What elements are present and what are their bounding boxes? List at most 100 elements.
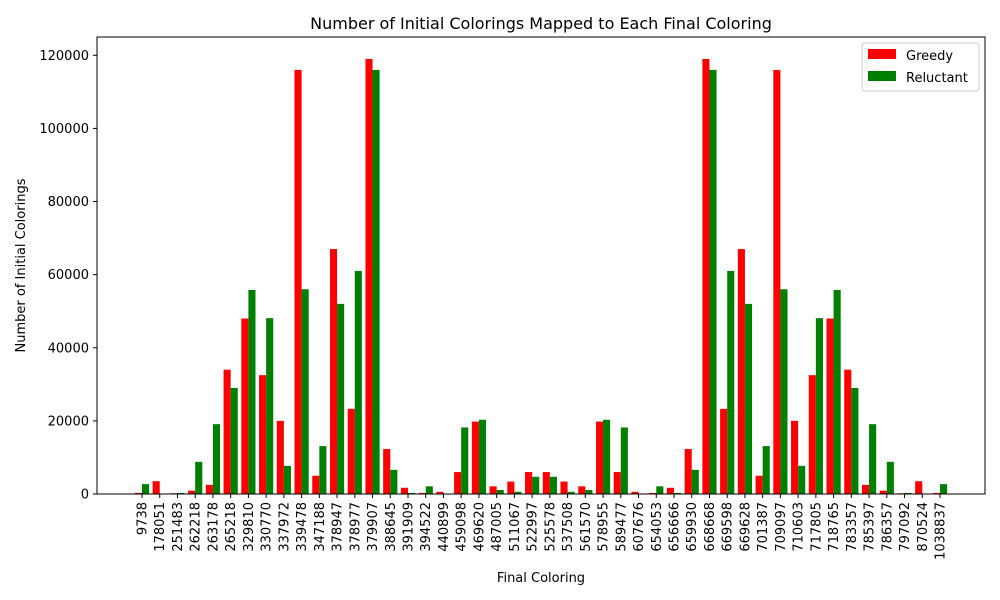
x-tick-label: 701387 [756,502,771,552]
x-tick-label: 263178 [206,502,221,552]
bar-greedy-265218 [223,369,231,494]
bar-reluctant-265218 [230,387,238,494]
x-tick-label: 469620 [472,502,487,552]
bar-reluctant-654053 [656,486,664,494]
bar-reluctant-785397 [869,424,877,494]
x-tick-label: 391909 [402,502,417,552]
bar-greedy-701387 [755,475,763,494]
bar-reluctant-378947 [337,303,345,494]
bar-greedy-710603 [791,420,799,494]
bar-greedy-329810 [241,318,249,494]
bar-greedy-337972 [276,420,284,494]
bar-greedy-511067 [507,481,515,494]
legend: Greedy Reluctant [861,42,980,92]
bar-reluctant-786357 [886,461,894,494]
bar-greedy-347188 [312,475,320,494]
x-tick-label: 654053 [650,502,665,552]
bar-greedy-656666 [666,487,674,494]
bar-reluctant-669628 [744,303,753,494]
bar-greedy-1038837 [932,492,940,494]
bar-reluctant-710603 [798,465,806,494]
bar-reluctant-797092 [904,492,912,494]
x-tick-label: 330770 [260,502,275,552]
x-tick-label: 785397 [863,502,878,552]
plot-frame [96,36,986,495]
x-tick-label: 710603 [792,502,807,552]
x-tick-label: 589477 [614,502,629,552]
y-tick-label: 40000 [48,341,89,356]
bar-greedy-668668 [702,58,710,494]
x-tick-label: 337972 [277,502,292,552]
y-tick-label: 100000 [39,122,89,137]
bar-reluctant-511067 [514,491,522,494]
bar-reluctant-669598 [727,270,735,494]
bar-greedy-330770 [259,375,267,494]
bar-greedy-469620 [471,421,479,494]
bar-reluctant-337972 [283,465,291,494]
x-tick-label: 9738 [136,502,151,535]
bar-greedy-522997 [525,472,533,494]
x-tick-label: 578955 [597,502,612,552]
legend-label-greedy: Greedy [906,49,953,64]
bar-greedy-717805 [808,375,816,494]
bar-greedy-388645 [383,449,391,494]
bar-reluctant-701387 [762,446,770,494]
y-axis-label: Number of Initial Colorings [14,178,29,352]
bar-greedy-607676 [631,491,639,494]
x-tick-label: 459098 [455,502,470,552]
bar-greedy-525578 [542,472,550,494]
bar-reluctant-717805 [815,318,823,494]
x-tick-label: 668668 [703,502,718,552]
y-tick-label: 120000 [39,49,89,64]
x-tick-label: 265218 [224,502,239,552]
bar-greedy-578955 [595,421,604,494]
bar-greedy-262218 [188,490,196,494]
x-tick-label: 339478 [295,502,310,552]
x-tick-label: 797092 [898,502,913,552]
chart-title: Number of Initial Colorings Mapped to Ea… [310,14,772,33]
bar-reluctant-709097 [780,289,788,494]
bar-greedy-786357 [879,490,887,494]
bar-greedy-487005 [489,486,497,494]
y-tick-label: 20000 [48,414,89,429]
bar-reluctant-469620 [478,419,487,494]
bar-greedy-659930 [684,449,692,494]
x-tick-label: 262218 [189,502,204,552]
x-tick-label: 378947 [331,502,346,552]
bar-greedy-561570 [578,486,586,494]
bar-greedy-870524 [915,481,923,494]
x-tick-label: 1038837 [934,502,949,560]
bar-greedy-785397 [861,484,870,494]
x-tick-label: 669628 [738,502,753,552]
x-tick-label: 870524 [916,502,931,552]
x-tick-label: 522997 [526,502,541,552]
x-tick-label: 251483 [171,502,186,552]
x-tick-label: 379907 [366,502,381,552]
bar-reluctant-561570 [585,489,593,494]
bar-greedy-589477 [613,472,621,494]
x-tick-label: 717805 [809,502,824,552]
bar-reluctant-262218 [195,461,203,494]
bar-greedy-440899 [436,491,444,494]
x-tick-label: 783357 [845,502,860,552]
bar-greedy-718765 [826,318,834,494]
bar-greedy-669628 [737,249,745,494]
bar-greedy-339478 [294,69,302,495]
bar-reluctant-668668 [709,69,717,495]
x-tick-label: 347188 [313,502,328,552]
bar-reluctant-459098 [461,427,469,494]
bar-reluctant-537508 [567,491,575,494]
bar-reluctant-339478 [301,289,309,494]
bar-reluctant-656666 [674,492,682,494]
bar-reluctant-589477 [620,427,628,494]
bar-reluctant-9738 [142,484,150,494]
bar-reluctant-659930 [691,469,699,494]
y-axis: 0 20000 40000 60000 80000 100000 120000 [39,49,97,503]
bar-greedy-459098 [454,472,462,494]
bar-reluctant-263178 [212,424,221,494]
y-tick-label: 0 [81,488,89,503]
x-tick-label: 656666 [668,502,683,552]
x-tick-label: 607676 [632,502,647,552]
